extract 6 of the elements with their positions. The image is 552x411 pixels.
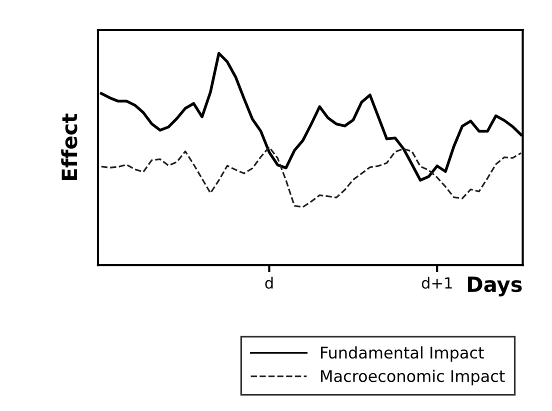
x-axis-title: Days bbox=[468, 276, 522, 296]
x-tick-label: d+1 bbox=[422, 276, 452, 289]
y-axis-title: Effect bbox=[61, 114, 78, 180]
x-tick-label: d bbox=[265, 276, 273, 289]
legend-label: Fundamental Impact bbox=[321, 346, 484, 362]
legend-label: Macroeconomic Impact bbox=[321, 370, 505, 386]
